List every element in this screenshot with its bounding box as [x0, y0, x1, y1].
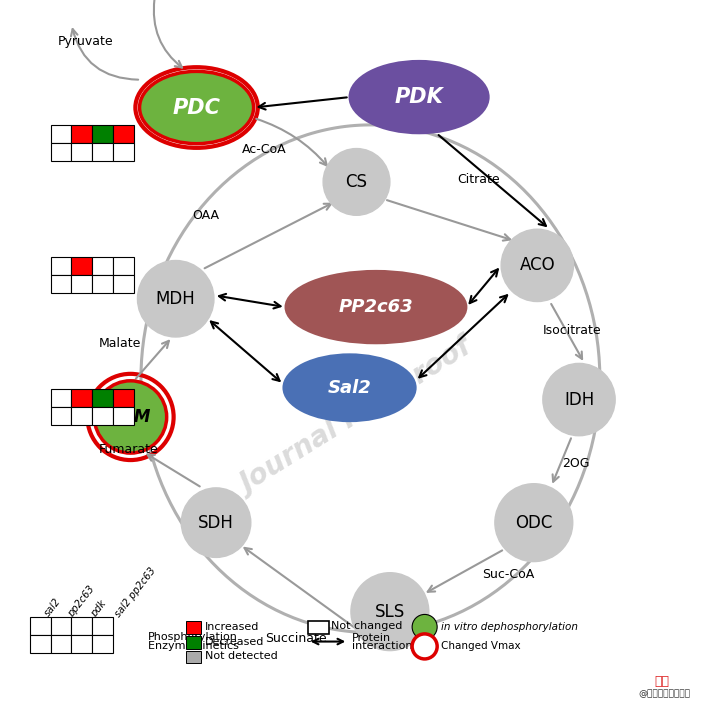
Circle shape: [495, 484, 573, 562]
Ellipse shape: [284, 354, 416, 421]
Circle shape: [501, 229, 573, 301]
Bar: [71, 125, 92, 143]
Bar: [71, 257, 92, 275]
Text: Journal Pre-proof: Journal Pre-proof: [235, 334, 478, 500]
Text: CS: CS: [346, 173, 367, 191]
Bar: [51, 635, 71, 654]
Text: pdk: pdk: [90, 598, 108, 619]
Bar: [51, 389, 71, 407]
Bar: [71, 143, 92, 161]
Text: Suc-CoA: Suc-CoA: [482, 569, 534, 581]
Text: Pyruvate: Pyruvate: [58, 35, 113, 48]
Circle shape: [94, 381, 167, 453]
Text: Protein: Protein: [352, 633, 391, 643]
Circle shape: [351, 573, 429, 651]
Text: Phosphorylation: Phosphorylation: [148, 632, 237, 642]
Bar: [186, 636, 202, 649]
Bar: [92, 125, 113, 143]
Bar: [51, 407, 71, 425]
Circle shape: [323, 149, 390, 216]
Text: @植物微生物最前线: @植物微生物最前线: [638, 689, 690, 698]
Text: 2OG: 2OG: [563, 457, 590, 470]
Bar: [51, 618, 71, 635]
Bar: [92, 407, 113, 425]
Bar: [92, 389, 113, 407]
Text: PDC: PDC: [173, 98, 220, 118]
Text: Isocitrate: Isocitrate: [543, 323, 602, 337]
Text: OAA: OAA: [193, 208, 220, 222]
Text: 知乎: 知乎: [655, 675, 670, 688]
Text: Not changed: Not changed: [332, 621, 403, 631]
Text: Decreased: Decreased: [205, 637, 265, 647]
Text: SDH: SDH: [198, 513, 234, 532]
Bar: [51, 257, 71, 275]
Bar: [92, 618, 113, 635]
Text: Changed Vmax: Changed Vmax: [441, 642, 521, 652]
Bar: [51, 143, 71, 161]
Text: FUM: FUM: [110, 408, 151, 426]
Text: IDH: IDH: [564, 391, 594, 408]
Circle shape: [412, 634, 437, 659]
Bar: [308, 621, 329, 634]
Bar: [92, 143, 113, 161]
Ellipse shape: [140, 72, 254, 144]
Bar: [71, 407, 92, 425]
Bar: [30, 618, 51, 635]
Bar: [92, 635, 113, 654]
Text: Not detected: Not detected: [205, 651, 277, 661]
Bar: [71, 389, 92, 407]
Text: Ac-CoA: Ac-CoA: [242, 143, 287, 156]
Text: Increased: Increased: [205, 622, 260, 632]
Text: interaction: interaction: [352, 642, 412, 652]
Bar: [51, 125, 71, 143]
Text: SLS: SLS: [375, 603, 405, 620]
Bar: [92, 275, 113, 294]
Circle shape: [138, 260, 214, 337]
Bar: [113, 275, 134, 294]
Text: Malate: Malate: [99, 337, 142, 350]
Text: MDH: MDH: [156, 290, 195, 308]
Text: sal2: sal2: [42, 596, 63, 619]
Circle shape: [181, 488, 251, 557]
Text: pp2c63: pp2c63: [66, 584, 96, 619]
Bar: [113, 257, 134, 275]
Text: PP2c63: PP2c63: [339, 298, 414, 316]
Text: Fumarate: Fumarate: [99, 443, 159, 456]
Bar: [186, 651, 202, 663]
Text: in vitro dephosphorylation: in vitro dephosphorylation: [441, 622, 578, 632]
Text: Enzyme kinetics: Enzyme kinetics: [148, 642, 239, 652]
Bar: [92, 257, 113, 275]
Bar: [113, 389, 134, 407]
Text: sal2 pp2c63: sal2 pp2c63: [113, 565, 158, 619]
Text: Sal2: Sal2: [328, 379, 371, 397]
Circle shape: [412, 615, 437, 640]
Circle shape: [543, 364, 615, 436]
Bar: [71, 275, 92, 294]
Text: PDK: PDK: [395, 87, 443, 107]
Bar: [71, 618, 92, 635]
Bar: [113, 125, 134, 143]
Text: Succinate: Succinate: [265, 632, 327, 645]
Text: ACO: ACO: [520, 257, 555, 274]
Bar: [186, 621, 202, 634]
Bar: [71, 635, 92, 654]
Bar: [51, 275, 71, 294]
Ellipse shape: [349, 61, 488, 133]
Text: Citrate: Citrate: [457, 173, 500, 186]
Ellipse shape: [286, 271, 466, 343]
Text: ODC: ODC: [515, 513, 553, 532]
Bar: [30, 635, 51, 654]
Bar: [113, 407, 134, 425]
Bar: [113, 143, 134, 161]
